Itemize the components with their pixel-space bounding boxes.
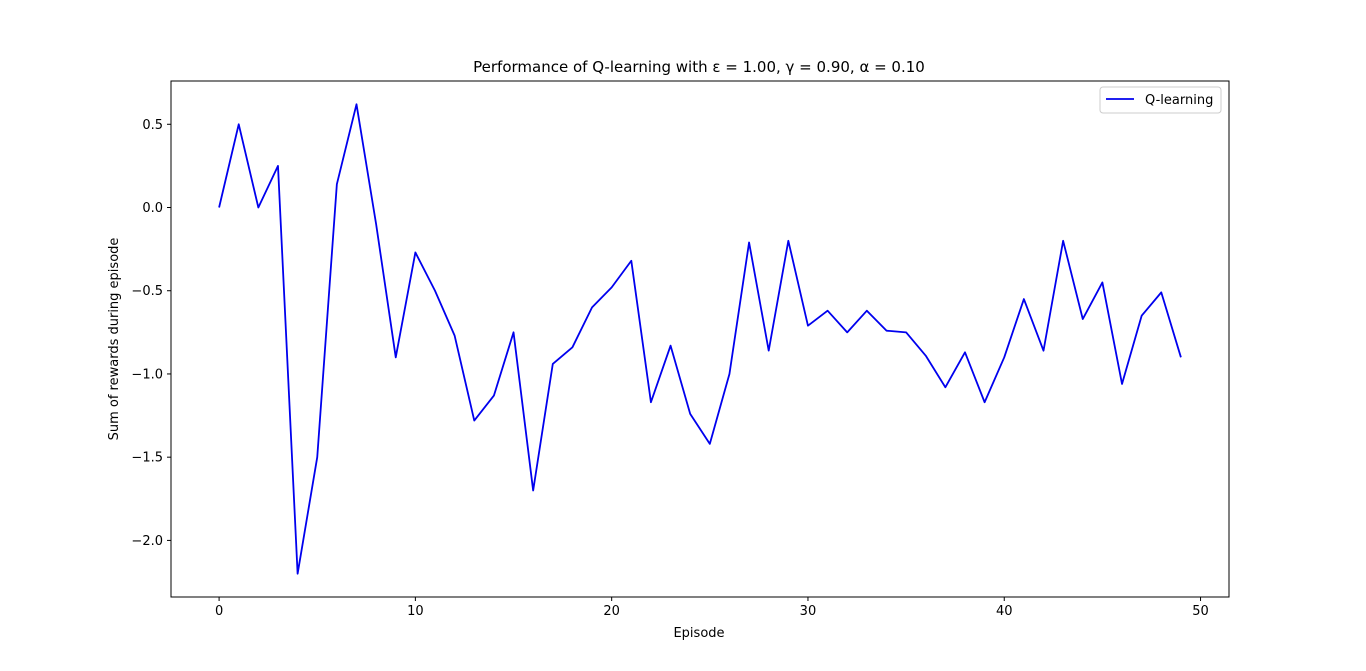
x-tick-label: 40: [996, 604, 1013, 619]
y-tick-label: −2.0: [131, 534, 163, 549]
x-tick-label: 50: [1192, 604, 1209, 619]
x-axis-label: Episode: [673, 626, 724, 641]
y-tick-label: −1.0: [131, 367, 163, 382]
x-tick-label: 10: [407, 604, 424, 619]
chart-title: Performance of Q-learning with ε = 1.00,…: [473, 58, 925, 76]
x-tick-label: 0: [215, 604, 223, 619]
y-axis-label: Sum of rewards during episode: [107, 238, 122, 441]
y-tick-label: −0.5: [131, 284, 163, 299]
x-tick-label: 30: [800, 604, 817, 619]
axis-ticks: 0 10 20 30 40 50 −2.0 −1.5 −1.0 −0.5 0.0 0.5: [131, 118, 1208, 619]
x-tick-label: 20: [603, 604, 620, 619]
legend: Q-learning: [1099, 86, 1222, 114]
plot-area: [218, 103, 1182, 575]
y-tick-label: 0.5: [142, 118, 163, 133]
legend-entry-q-learning: Q-learning: [1145, 93, 1213, 108]
plot-frame: [170, 80, 1230, 598]
y-tick-label: −1.5: [131, 451, 163, 466]
legend-box: [1099, 86, 1222, 114]
y-tick-label: 0.0: [142, 201, 163, 216]
series-line-q-learning: [218, 103, 1182, 575]
